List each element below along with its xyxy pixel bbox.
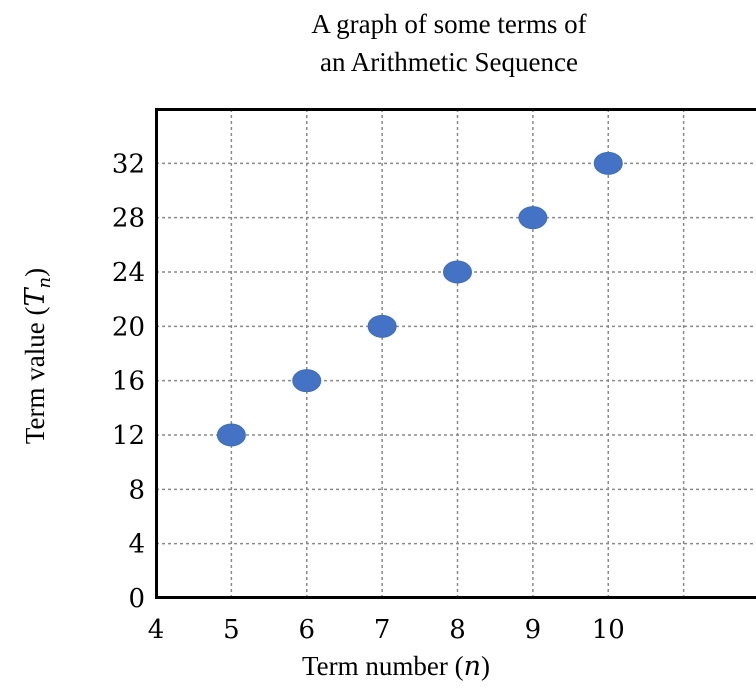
data-point xyxy=(292,369,322,393)
y-axis-label-subscript: n xyxy=(34,277,55,289)
y-tick-label: 20 xyxy=(112,312,145,342)
grid xyxy=(156,109,756,598)
y-tick-label: 12 xyxy=(112,421,145,451)
data-points xyxy=(216,151,623,447)
data-point xyxy=(443,260,472,284)
x-tick-label: 5 xyxy=(223,615,240,645)
y-tick-label: 24 xyxy=(112,258,145,288)
x-axis-label-close-paren: ) xyxy=(481,651,490,681)
y-tick-label: 0 xyxy=(128,584,145,614)
y-axis-label-variable: T xyxy=(20,287,51,307)
x-tick-label: 10 xyxy=(592,615,625,645)
x-tick-label: 4 xyxy=(148,615,165,645)
y-axis-label-group: Term value (Tn) xyxy=(20,268,55,444)
data-point xyxy=(367,314,397,338)
x-tick-label: 9 xyxy=(525,615,542,645)
x-axis-label: Term number (n) xyxy=(302,651,490,682)
x-tick-label: 6 xyxy=(298,615,315,645)
y-axis-label-close-paren: ) xyxy=(20,268,50,277)
x-tick-label: 7 xyxy=(374,615,391,645)
x-axis-label-text: Term number ( xyxy=(302,651,464,681)
y-tick-label: 16 xyxy=(112,367,145,397)
data-point xyxy=(518,206,548,230)
data-point xyxy=(593,151,623,175)
y-tick-label: 28 xyxy=(112,204,145,234)
x-tick-label: 8 xyxy=(449,615,466,645)
y-axis-label: Term value (Tn) xyxy=(20,268,55,444)
y-tick-label: 4 xyxy=(128,530,145,560)
chart-title-line: A graph of some terms of xyxy=(311,9,586,39)
y-axis-tick-labels: 0 4 8 12 16 20 24 28 32 xyxy=(112,149,145,614)
x-axis-tick-labels: 4 5 6 7 8 9 10 xyxy=(148,615,625,645)
chart-title: A graph of some terms of an Arithmetic S… xyxy=(311,9,586,77)
x-axis-label-variable: n xyxy=(464,651,481,682)
y-tick-label: 8 xyxy=(128,475,145,505)
y-axis-label-text: Term value ( xyxy=(20,307,50,445)
data-point xyxy=(216,423,246,447)
y-tick-label: 32 xyxy=(112,149,145,179)
plot-frame xyxy=(155,108,756,599)
chart-title-line: an Arithmetic Sequence xyxy=(320,47,578,77)
